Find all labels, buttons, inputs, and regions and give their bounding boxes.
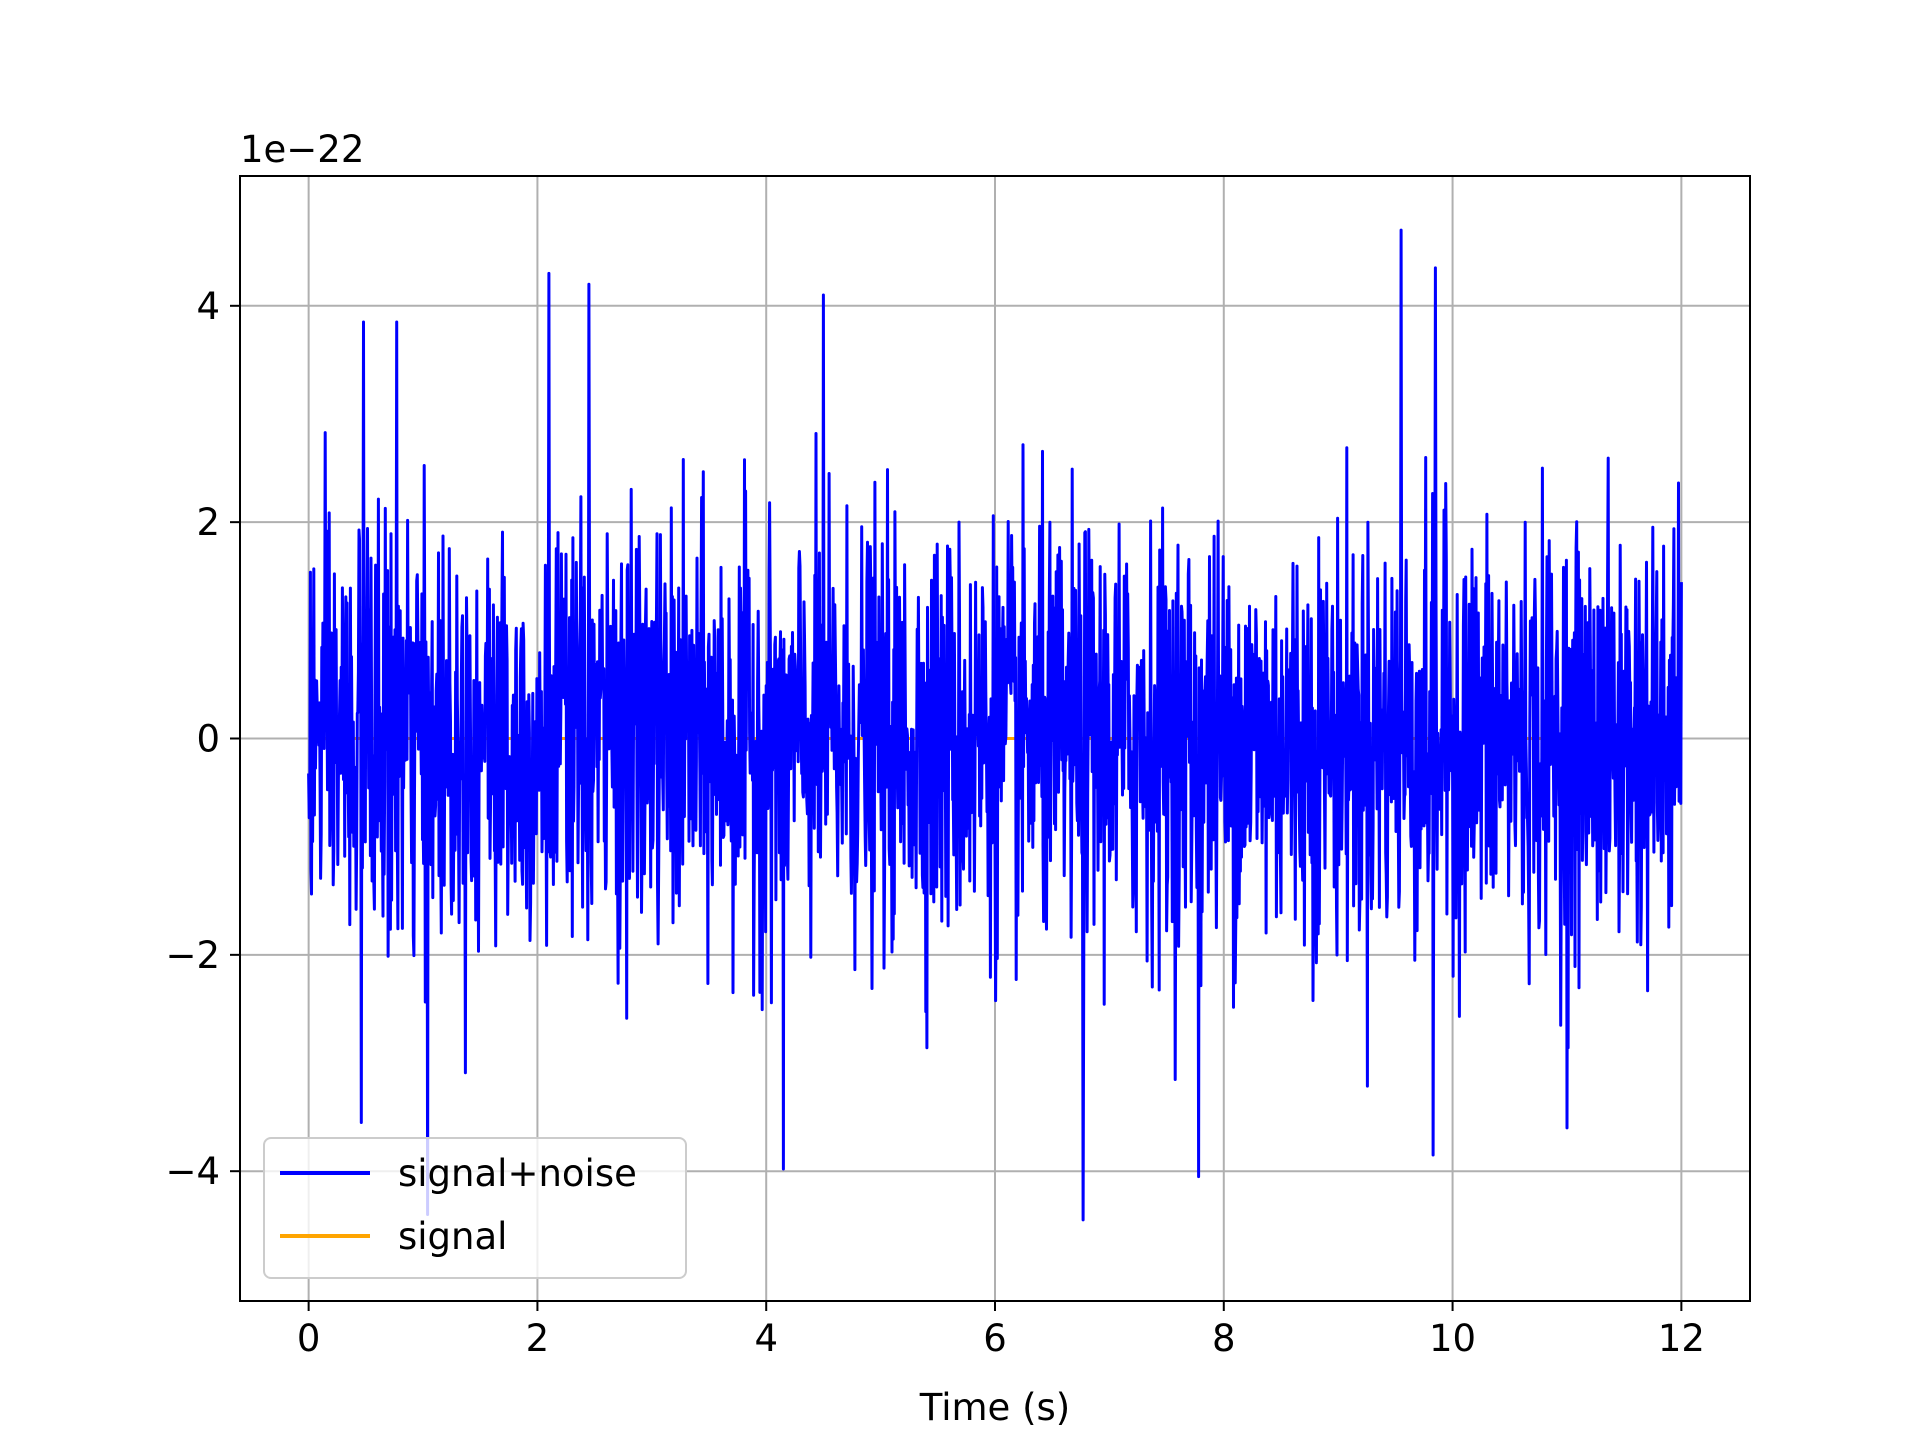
legend: signal+noise signal — [263, 1137, 687, 1279]
x-axis-label: Time (s) — [919, 1386, 1070, 1429]
x-tick-label: 4 — [754, 1317, 778, 1360]
y-tick-label: 4 — [196, 285, 220, 328]
y-tick-label: −2 — [165, 934, 220, 977]
axis-offset-label: 1e−22 — [240, 128, 364, 171]
x-tick-label: 2 — [526, 1317, 550, 1360]
x-tick-label: 0 — [297, 1317, 321, 1360]
series-layer — [307, 228, 1683, 1222]
y-axis: −4 −2 0 2 4 — [165, 285, 240, 1193]
legend-label-signal: signal — [398, 1215, 507, 1258]
x-tick-label: 8 — [1212, 1317, 1236, 1360]
legend-label-signal-noise: signal+noise — [398, 1152, 637, 1195]
y-tick-label: 0 — [196, 718, 220, 761]
x-tick-label: 6 — [983, 1317, 1007, 1360]
y-tick-label: 2 — [196, 501, 220, 544]
x-tick-label: 10 — [1429, 1317, 1476, 1360]
x-tick-label: 12 — [1658, 1317, 1705, 1360]
y-tick-label: −4 — [165, 1150, 220, 1193]
x-axis: 0 2 4 6 8 10 12 — [297, 1301, 1705, 1360]
series-signal-noise-line — [307, 228, 1683, 1222]
